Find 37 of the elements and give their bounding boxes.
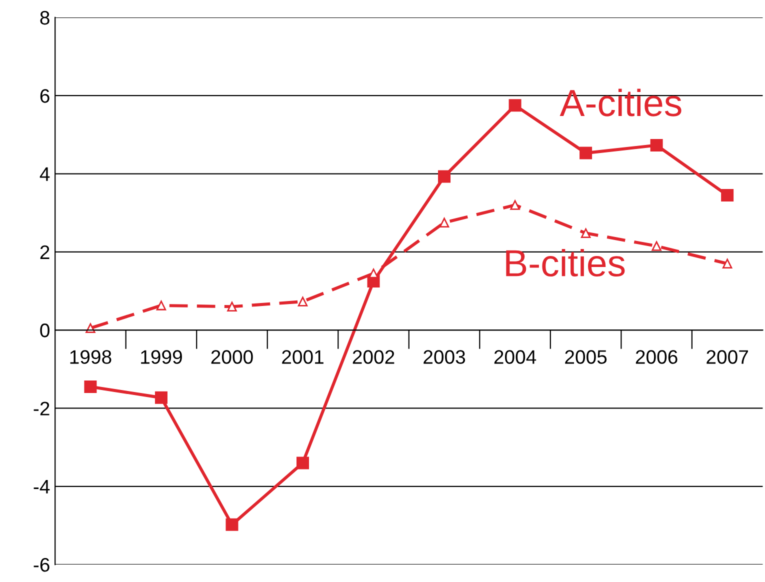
point bbox=[508, 99, 522, 112]
y-tick-label: 4 bbox=[40, 167, 50, 181]
point bbox=[652, 241, 662, 251]
point bbox=[510, 200, 520, 210]
x-tick-label: 2007 bbox=[706, 350, 748, 364]
series-label: B-cities bbox=[506, 249, 625, 277]
x-tick-label: 2003 bbox=[424, 350, 466, 364]
point bbox=[298, 296, 308, 306]
y-tick-label: -4 bbox=[34, 480, 50, 494]
x-tick-label: 2000 bbox=[211, 350, 253, 364]
series-label: A-cities bbox=[560, 88, 682, 116]
point bbox=[650, 138, 663, 152]
point bbox=[722, 258, 732, 269]
point bbox=[227, 302, 237, 312]
point bbox=[296, 456, 309, 470]
point bbox=[438, 170, 451, 183]
point bbox=[721, 189, 734, 202]
x-tick-label: 2002 bbox=[352, 350, 394, 364]
x-tick-label: 2001 bbox=[282, 350, 324, 364]
y-tick-label: -6 bbox=[34, 558, 50, 572]
point bbox=[580, 146, 592, 160]
x-tick-label: 2006 bbox=[636, 350, 678, 364]
y-tick-label: 2 bbox=[40, 245, 50, 259]
y-tick-label: 8 bbox=[40, 10, 50, 25]
x-tick-label: 2004 bbox=[494, 350, 536, 364]
point bbox=[156, 300, 166, 310]
y-tick-label: 6 bbox=[40, 89, 50, 103]
y-tick-label: 0 bbox=[40, 324, 50, 338]
x-tick-label: 1999 bbox=[141, 350, 182, 364]
y-tick-label: -2 bbox=[34, 402, 50, 416]
point bbox=[154, 391, 168, 404]
point bbox=[439, 218, 450, 228]
point bbox=[226, 518, 238, 531]
point bbox=[84, 380, 97, 393]
point bbox=[580, 228, 591, 238]
x-tick-label: 1998 bbox=[70, 350, 112, 364]
x-tick-label: 2005 bbox=[565, 350, 607, 364]
